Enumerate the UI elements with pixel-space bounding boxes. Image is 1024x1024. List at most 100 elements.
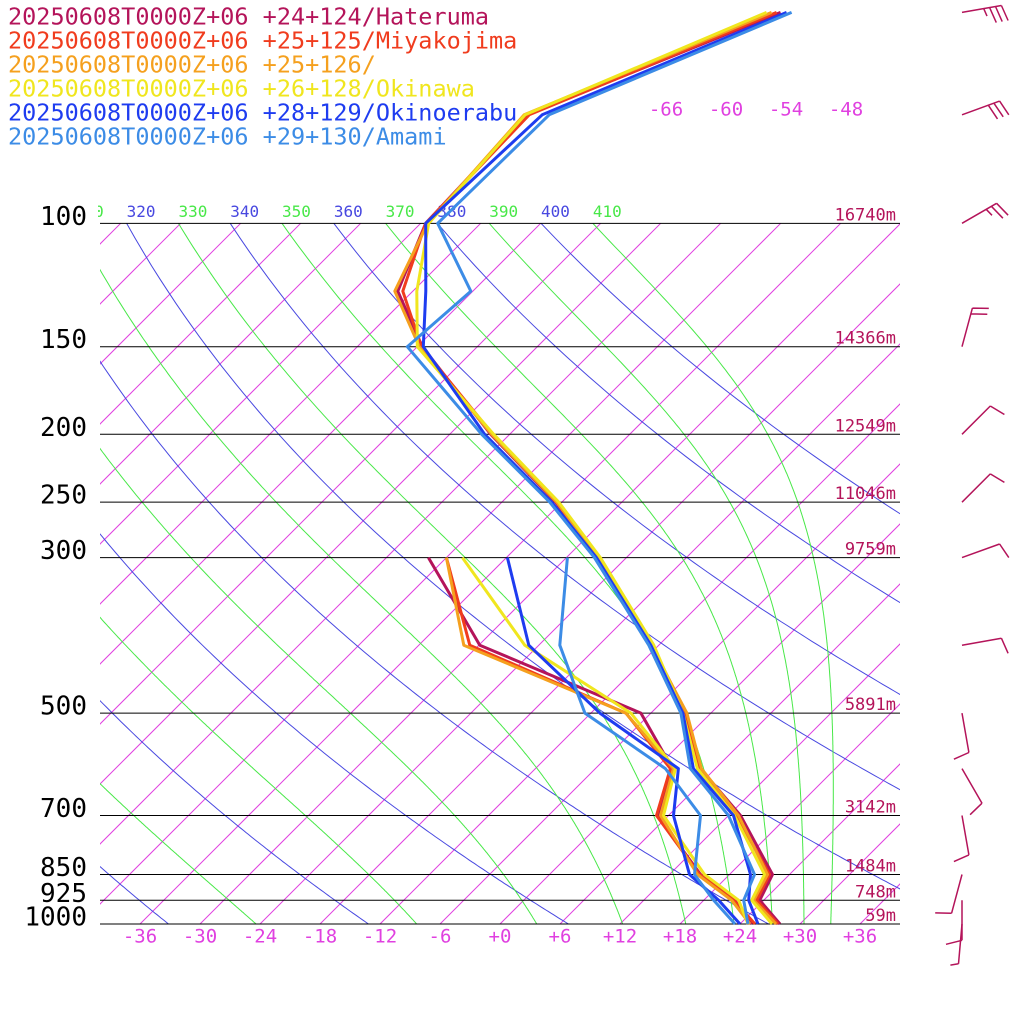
- isotherm: [100, 223, 482, 605]
- dry-adiabat: [229, 223, 900, 791]
- isotherm: [100, 223, 182, 305]
- dewpoint-line: [505, 557, 742, 926]
- dry-adiabat-label: 400: [541, 202, 570, 221]
- wind-barbs: [935, 4, 1010, 966]
- dry-adiabat-label: 340: [230, 202, 259, 221]
- pressure-lines: [100, 222, 900, 925]
- isotherm: [499, 523, 900, 925]
- wind-barb: [961, 405, 1005, 435]
- moist-adiabat-label: 410: [593, 202, 622, 221]
- y-tick-label: 850: [40, 853, 87, 883]
- isotherm: [319, 343, 900, 925]
- isotherm-label: -66: [649, 99, 683, 121]
- adiabat-labels: 2402602803003203403603804002502702903103…: [75, 202, 622, 221]
- y-tick-label: 700: [40, 794, 87, 824]
- wind-barb: [961, 100, 1010, 120]
- wind-barb: [953, 712, 970, 760]
- legend-entry: 20250608T0000Z+06 +25+125/Miyakojima: [8, 27, 517, 55]
- moist-adiabat: [592, 223, 834, 925]
- y-tick-label: 300: [40, 536, 87, 566]
- x-tick-label: +12: [603, 926, 637, 948]
- height-label: 59m: [865, 906, 896, 926]
- isotherm: [199, 223, 900, 925]
- legend: 20250608T0000Z+06 +24+124/Hateruma202506…: [8, 3, 517, 151]
- height-label: 9759m: [845, 540, 896, 560]
- isotherm: [100, 223, 242, 365]
- x-tick-label: -12: [363, 926, 397, 948]
- y-tick-label: 200: [40, 413, 87, 443]
- moist-adiabat-label: 310: [75, 202, 104, 221]
- isotherm: [139, 223, 842, 925]
- height-label: 11046m: [835, 484, 896, 504]
- x-tick-label: -6: [429, 926, 452, 948]
- wind-barb: [961, 307, 989, 347]
- moist-adiabat-label: 350: [282, 202, 311, 221]
- x-tick-label: -24: [243, 926, 277, 948]
- height-label: 16740m: [835, 205, 896, 225]
- height-label: 1484m: [845, 857, 896, 877]
- isotherm: [100, 223, 722, 845]
- isotherm-label: -54: [769, 99, 803, 121]
- y-tick-label: 925: [40, 879, 87, 909]
- wind-barb: [953, 815, 970, 863]
- isotherm: [379, 403, 900, 925]
- y-tick-label: 250: [40, 481, 87, 511]
- dry-adiabat-label: 320: [127, 202, 156, 221]
- x-tick-label: -18: [303, 926, 337, 948]
- legend-entry: 20250608T0000Z+06 +26+128/Okinawa: [8, 75, 475, 103]
- wind-barb: [950, 923, 963, 966]
- moist-adiabat: [385, 223, 773, 925]
- isotherm-label: -48: [829, 99, 863, 121]
- temperature-line: [405, 11, 793, 925]
- isotherm: [739, 763, 900, 925]
- profiles: [393, 11, 793, 926]
- wind-barb: [961, 637, 1009, 654]
- wind-barb: [935, 874, 963, 914]
- dewpoint-line: [444, 557, 757, 926]
- dewpoint-line: [558, 557, 737, 926]
- axis-labels: 100 16740m 150 14366m 200 12549m 250 11046m 300 9…: [24, 99, 896, 948]
- height-label: 3142m: [845, 797, 896, 817]
- y-tick-label: 100: [40, 202, 87, 232]
- dry-adiabat: [540, 223, 900, 515]
- wind-barb: [961, 473, 1005, 503]
- dry-adiabat-label: 360: [334, 202, 363, 221]
- legend-entry: 20250608T0000Z+06 +28+129/Okinoerabu: [8, 99, 517, 127]
- y-tick-label: 500: [40, 692, 87, 722]
- dewpoint-line: [444, 557, 752, 925]
- moist-adiabat-label: 330: [178, 202, 207, 221]
- x-tick-label: +18: [663, 926, 697, 948]
- moist-adiabat-label: 370: [386, 202, 415, 221]
- legend-entry: 20250608T0000Z+06 +24+124/Hateruma: [8, 3, 489, 31]
- isotherm: [679, 703, 900, 925]
- x-tick-label: +24: [723, 926, 757, 948]
- height-label: 5891m: [845, 695, 896, 715]
- isotherm: [559, 583, 900, 925]
- isotherm-label: -60: [709, 99, 743, 121]
- temperature-line: [393, 11, 778, 926]
- x-tick-label: -36: [123, 926, 157, 948]
- legend-entry: 20250608T0000Z+06 +25+126/: [8, 51, 376, 79]
- height-label: 12549m: [835, 416, 896, 436]
- wind-barb: [961, 4, 1009, 23]
- isotherm: [100, 223, 362, 485]
- y-tick-label: 1000: [24, 903, 87, 933]
- wind-barb: [961, 202, 1009, 224]
- isotherm: [439, 463, 900, 925]
- x-tick-label: -30: [183, 926, 217, 948]
- x-tick-label: +0: [489, 926, 512, 948]
- temperature-line: [401, 11, 780, 926]
- temperature-line: [421, 11, 788, 925]
- x-tick-label: +36: [843, 926, 877, 948]
- height-label: 748m: [855, 882, 896, 902]
- isotherm: [100, 223, 602, 725]
- isotherm: [100, 223, 302, 425]
- wind-barb: [961, 768, 983, 816]
- wind-barb: [945, 900, 963, 946]
- isotherm: [100, 223, 422, 545]
- moist-adiabat-label: 390: [489, 202, 518, 221]
- wind-barb: [961, 543, 1010, 559]
- legend-entry: 20250608T0000Z+06 +29+130/Amami: [8, 123, 447, 151]
